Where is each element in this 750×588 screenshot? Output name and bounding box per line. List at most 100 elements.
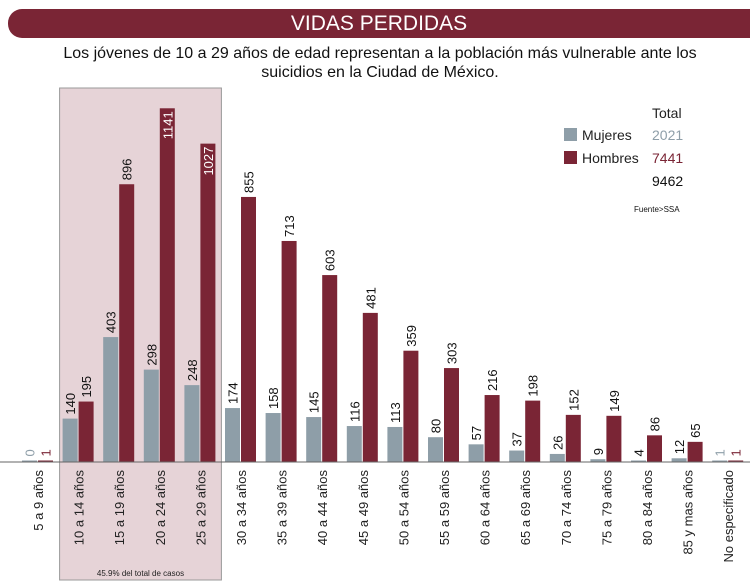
x-tick-label: 25 a 29 años bbox=[193, 470, 208, 546]
bar-mujeres bbox=[184, 385, 200, 462]
bar-mujeres bbox=[631, 460, 646, 462]
bar-mujeres bbox=[62, 418, 78, 462]
data-label: 149 bbox=[607, 390, 622, 412]
data-label: 12 bbox=[672, 440, 687, 454]
x-tick-label: 40 a 44 años bbox=[315, 470, 330, 546]
data-label: 1 bbox=[729, 449, 744, 456]
data-label: 195 bbox=[79, 376, 94, 398]
x-tick-label: 10 a 14 años bbox=[72, 470, 87, 546]
bar-hombres bbox=[281, 240, 297, 462]
data-label: 116 bbox=[347, 401, 362, 422]
chart-subtitle: Los jóvenes de 10 a 29 años de edad repr… bbox=[63, 45, 697, 81]
data-label: 37 bbox=[510, 432, 525, 446]
x-tick-label: 70 a 74 años bbox=[559, 470, 574, 546]
x-tick-label: 60 a 64 años bbox=[478, 470, 493, 546]
legend-swatch-mujeres bbox=[564, 128, 577, 141]
x-tick-label: 35 a 39 años bbox=[275, 470, 290, 546]
data-label: 896 bbox=[120, 159, 135, 181]
legend-total-header: Total bbox=[652, 105, 682, 121]
x-tick-label: 80 a 84 años bbox=[640, 470, 655, 546]
x-tick-label: 30 a 34 años bbox=[234, 470, 249, 546]
data-label: 86 bbox=[648, 417, 663, 431]
data-label: 26 bbox=[550, 435, 565, 449]
bar-hombres bbox=[159, 108, 175, 462]
bar-mujeres bbox=[468, 444, 484, 462]
bar-mujeres bbox=[509, 450, 525, 462]
bar-mujeres bbox=[346, 426, 362, 462]
x-tick-label: 65 a 69 años bbox=[518, 470, 533, 546]
data-label: 303 bbox=[445, 342, 460, 364]
data-label: 298 bbox=[144, 344, 159, 366]
data-label: 359 bbox=[404, 325, 419, 347]
data-label: 57 bbox=[469, 426, 484, 440]
bar-hombres bbox=[647, 435, 662, 462]
legend-total: 7441 bbox=[652, 150, 683, 166]
x-tick-label: 50 a 54 años bbox=[396, 470, 411, 546]
x-tick-label: 55 a 59 años bbox=[437, 470, 452, 546]
data-label: 0 bbox=[23, 449, 38, 456]
bar-hombres bbox=[484, 395, 500, 462]
data-label: 113 bbox=[388, 402, 403, 423]
data-label: 9 bbox=[591, 448, 606, 455]
data-label: 1 bbox=[39, 449, 54, 456]
bar-hombres bbox=[119, 184, 135, 463]
data-label: 152 bbox=[566, 389, 581, 411]
bar-hombres bbox=[322, 275, 338, 462]
highlight-region bbox=[59, 87, 222, 581]
bar-mujeres bbox=[225, 408, 240, 462]
legend-total: 2021 bbox=[652, 127, 683, 143]
data-label: 174 bbox=[226, 382, 241, 404]
data-label: 198 bbox=[526, 375, 541, 397]
bar-hombres bbox=[403, 350, 419, 462]
data-label: 140 bbox=[63, 393, 78, 415]
bar-mujeres bbox=[549, 453, 565, 462]
data-label: 145 bbox=[307, 391, 322, 413]
legend-label: Hombres bbox=[582, 150, 639, 166]
data-label: 713 bbox=[282, 215, 297, 237]
legend-swatch-hombres bbox=[564, 151, 577, 164]
bar-mujeres bbox=[387, 426, 403, 462]
bar-hombres bbox=[38, 460, 53, 462]
data-label: 1027 bbox=[201, 147, 216, 176]
x-tick-label: 45 a 49 años bbox=[356, 470, 371, 546]
x-tick-label: No especificado bbox=[721, 470, 736, 563]
x-tick-label: 20 a 24 años bbox=[153, 470, 168, 546]
bar-mujeres bbox=[22, 460, 37, 462]
source-note: Fuente>SSA bbox=[634, 205, 680, 214]
data-label: 65 bbox=[688, 423, 703, 437]
x-tick-label: 15 a 19 años bbox=[112, 470, 127, 546]
legend-label: Mujeres bbox=[582, 127, 632, 143]
bar-hombres bbox=[200, 143, 216, 462]
bar-mujeres bbox=[265, 413, 281, 462]
bar-hombres bbox=[78, 401, 94, 462]
data-label: 248 bbox=[185, 359, 200, 381]
bar-hombres bbox=[565, 414, 581, 462]
bar-hombres bbox=[525, 400, 541, 462]
data-label: 603 bbox=[323, 249, 338, 271]
data-label: 80 bbox=[429, 419, 444, 433]
x-tick-label: 75 a 79 años bbox=[599, 470, 614, 546]
bar-hombres bbox=[606, 415, 622, 462]
highlight-label: 45.9% del total de casos bbox=[97, 569, 184, 578]
data-label: 403 bbox=[104, 311, 119, 333]
data-label: 158 bbox=[266, 387, 281, 409]
bar-mujeres bbox=[428, 437, 443, 462]
bar-hombres bbox=[362, 312, 378, 462]
data-label: 216 bbox=[485, 369, 500, 391]
bar-mujeres bbox=[306, 417, 322, 462]
legend-grand-total: 9462 bbox=[652, 173, 683, 189]
bar-mujeres bbox=[103, 337, 119, 462]
bar-mujeres bbox=[143, 369, 159, 462]
bar-mujeres bbox=[712, 460, 728, 462]
chart-title-banner: VIDAS PERDIDAS bbox=[8, 9, 750, 38]
data-label: 481 bbox=[363, 287, 378, 309]
data-label: 1141 bbox=[160, 111, 175, 139]
bar-hombres bbox=[444, 368, 459, 462]
x-tick-label: 85 y mas años bbox=[681, 470, 696, 555]
data-label: 855 bbox=[242, 171, 257, 193]
bar-mujeres bbox=[590, 459, 606, 462]
bar-hombres bbox=[728, 460, 744, 462]
data-label: 1 bbox=[713, 449, 728, 456]
x-tick-label: 5 a 9 años bbox=[31, 470, 46, 531]
